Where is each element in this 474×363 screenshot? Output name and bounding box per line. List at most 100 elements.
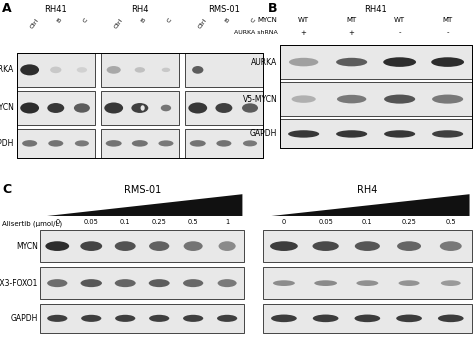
Ellipse shape xyxy=(336,130,367,138)
Text: GAPDH: GAPDH xyxy=(10,314,38,323)
Text: 0.25: 0.25 xyxy=(152,219,167,225)
Text: +: + xyxy=(301,30,307,36)
Ellipse shape xyxy=(20,102,39,114)
Bar xyxy=(17,129,95,158)
Ellipse shape xyxy=(47,315,67,322)
Text: PAX3-FOXO1: PAX3-FOXO1 xyxy=(0,279,38,287)
Text: B: B xyxy=(140,17,146,24)
Text: MT: MT xyxy=(443,17,453,23)
Text: 0: 0 xyxy=(282,219,286,225)
Text: Ctrl: Ctrl xyxy=(30,17,40,29)
Ellipse shape xyxy=(158,140,173,146)
Text: GAPDH: GAPDH xyxy=(250,130,277,138)
Ellipse shape xyxy=(273,280,295,286)
Ellipse shape xyxy=(399,280,419,286)
Text: Ctrl: Ctrl xyxy=(198,17,208,29)
Ellipse shape xyxy=(215,103,232,113)
Text: MYCN: MYCN xyxy=(16,242,38,250)
Text: C: C xyxy=(82,17,89,24)
Text: 0.1: 0.1 xyxy=(362,219,373,225)
Ellipse shape xyxy=(432,130,463,138)
Text: Ctrl: Ctrl xyxy=(114,17,124,29)
Text: C: C xyxy=(2,183,11,196)
Bar xyxy=(185,129,263,158)
Ellipse shape xyxy=(218,279,237,287)
Ellipse shape xyxy=(50,66,62,73)
Text: MT: MT xyxy=(346,17,357,23)
Bar xyxy=(40,304,244,333)
Ellipse shape xyxy=(80,241,102,251)
Ellipse shape xyxy=(131,103,148,113)
Text: WT: WT xyxy=(298,17,309,23)
Text: B: B xyxy=(224,17,230,24)
Text: 0.5: 0.5 xyxy=(188,219,199,225)
Text: RMS-01: RMS-01 xyxy=(124,185,161,195)
Ellipse shape xyxy=(183,315,203,322)
Text: RH41: RH41 xyxy=(45,5,67,15)
Ellipse shape xyxy=(243,140,257,146)
Ellipse shape xyxy=(441,280,461,286)
Text: AURKA: AURKA xyxy=(251,58,277,66)
Text: WT: WT xyxy=(394,17,405,23)
Bar xyxy=(40,267,244,299)
Polygon shape xyxy=(47,194,242,216)
Ellipse shape xyxy=(383,57,416,67)
Polygon shape xyxy=(272,194,470,216)
Text: MYCN: MYCN xyxy=(0,103,14,113)
Ellipse shape xyxy=(292,95,316,103)
Bar xyxy=(17,53,95,87)
Ellipse shape xyxy=(337,95,366,103)
Bar xyxy=(263,304,472,333)
Ellipse shape xyxy=(288,130,319,138)
Ellipse shape xyxy=(312,241,339,251)
Bar xyxy=(185,53,263,87)
Ellipse shape xyxy=(81,279,102,287)
Ellipse shape xyxy=(104,102,123,114)
Ellipse shape xyxy=(74,103,90,113)
Ellipse shape xyxy=(107,66,121,74)
Text: B: B xyxy=(56,17,62,24)
Text: MYCN: MYCN xyxy=(257,17,277,23)
Ellipse shape xyxy=(270,241,298,251)
Bar xyxy=(17,53,263,158)
Ellipse shape xyxy=(81,315,101,322)
Ellipse shape xyxy=(432,94,463,104)
Bar xyxy=(280,119,472,148)
Ellipse shape xyxy=(217,315,237,322)
Ellipse shape xyxy=(162,68,170,72)
Ellipse shape xyxy=(132,140,148,147)
Ellipse shape xyxy=(161,105,171,111)
Ellipse shape xyxy=(216,140,231,147)
Ellipse shape xyxy=(384,94,415,104)
Ellipse shape xyxy=(431,57,464,67)
Text: Alisertib (μmol/L): Alisertib (μmol/L) xyxy=(2,221,63,227)
Bar xyxy=(280,82,472,116)
Text: AURKA: AURKA xyxy=(0,65,14,74)
Ellipse shape xyxy=(355,241,380,251)
Text: C: C xyxy=(250,17,256,24)
Ellipse shape xyxy=(149,315,169,322)
Text: -: - xyxy=(447,30,449,36)
Ellipse shape xyxy=(135,67,145,73)
Text: RMS-01: RMS-01 xyxy=(208,5,240,15)
Ellipse shape xyxy=(356,280,378,286)
Ellipse shape xyxy=(115,279,136,287)
Text: V5-MYCN: V5-MYCN xyxy=(243,95,277,103)
Ellipse shape xyxy=(48,140,64,147)
Ellipse shape xyxy=(192,66,203,74)
Ellipse shape xyxy=(115,315,135,322)
Bar xyxy=(280,45,472,148)
Text: C: C xyxy=(166,17,173,24)
Ellipse shape xyxy=(355,314,380,322)
Ellipse shape xyxy=(149,241,169,251)
Ellipse shape xyxy=(115,241,136,251)
Text: 0.1: 0.1 xyxy=(120,219,130,225)
Text: A: A xyxy=(2,2,12,15)
Ellipse shape xyxy=(149,279,170,287)
Ellipse shape xyxy=(438,314,464,322)
Bar xyxy=(263,230,472,262)
Text: AURKA shRNA: AURKA shRNA xyxy=(234,30,277,35)
Ellipse shape xyxy=(242,103,258,113)
Ellipse shape xyxy=(141,105,145,111)
Ellipse shape xyxy=(384,130,415,138)
